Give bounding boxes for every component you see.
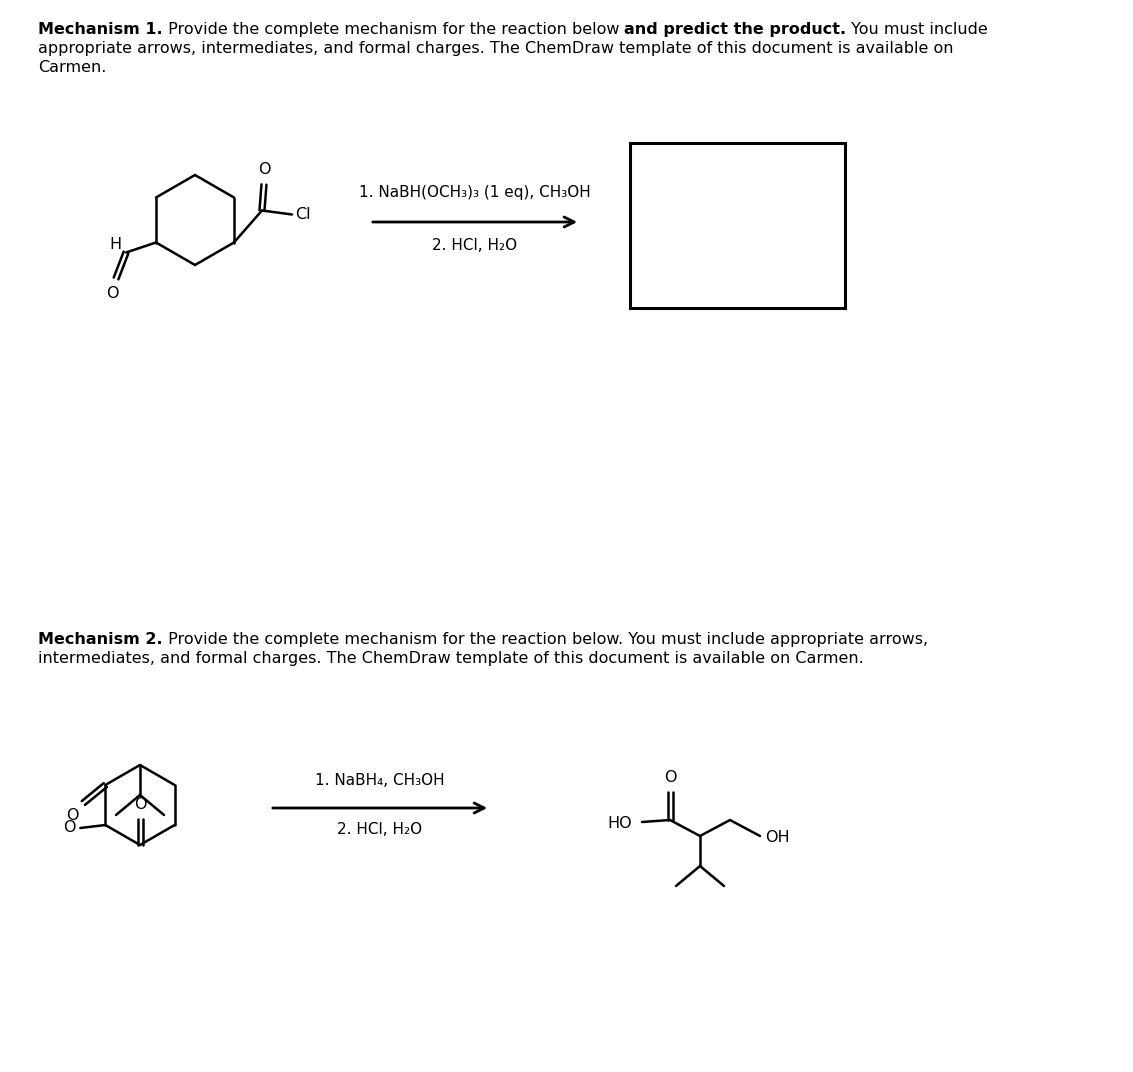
Text: Provide the complete mechanism for the reaction below. You must include appropri: Provide the complete mechanism for the r… <box>163 632 928 647</box>
Text: HO: HO <box>607 816 632 831</box>
Text: H: H <box>109 237 121 252</box>
Text: appropriate arrows, intermediates, and formal charges. The ChemDraw template of : appropriate arrows, intermediates, and f… <box>39 41 954 56</box>
Text: Mechanism 1.: Mechanism 1. <box>39 23 163 38</box>
Text: 2. HCl, H₂O: 2. HCl, H₂O <box>338 822 423 837</box>
Bar <box>630 143 845 308</box>
Text: OH: OH <box>765 831 790 846</box>
Text: O: O <box>66 808 78 823</box>
Text: 1. NaBH(OCH₃)₃ (1 eq), CH₃OH: 1. NaBH(OCH₃)₃ (1 eq), CH₃OH <box>359 185 591 200</box>
Text: O: O <box>62 820 76 835</box>
Text: and predict the product.: and predict the product. <box>624 23 846 38</box>
Text: 2. HCl, H₂O: 2. HCl, H₂O <box>433 238 518 253</box>
Text: Mechanism 2.: Mechanism 2. <box>39 632 163 647</box>
Text: O: O <box>664 770 676 785</box>
Text: You must include: You must include <box>846 23 988 38</box>
Text: O: O <box>105 285 118 300</box>
Text: O: O <box>257 163 271 178</box>
Text: Cl: Cl <box>295 207 310 222</box>
Text: O: O <box>134 796 146 812</box>
Text: 1. NaBH₄, CH₃OH: 1. NaBH₄, CH₃OH <box>315 773 445 788</box>
Text: Provide the complete mechanism for the reaction below: Provide the complete mechanism for the r… <box>163 23 624 38</box>
Text: intermediates, and formal charges. The ChemDraw template of this document is ava: intermediates, and formal charges. The C… <box>39 651 863 666</box>
Text: Carmen.: Carmen. <box>39 60 107 75</box>
